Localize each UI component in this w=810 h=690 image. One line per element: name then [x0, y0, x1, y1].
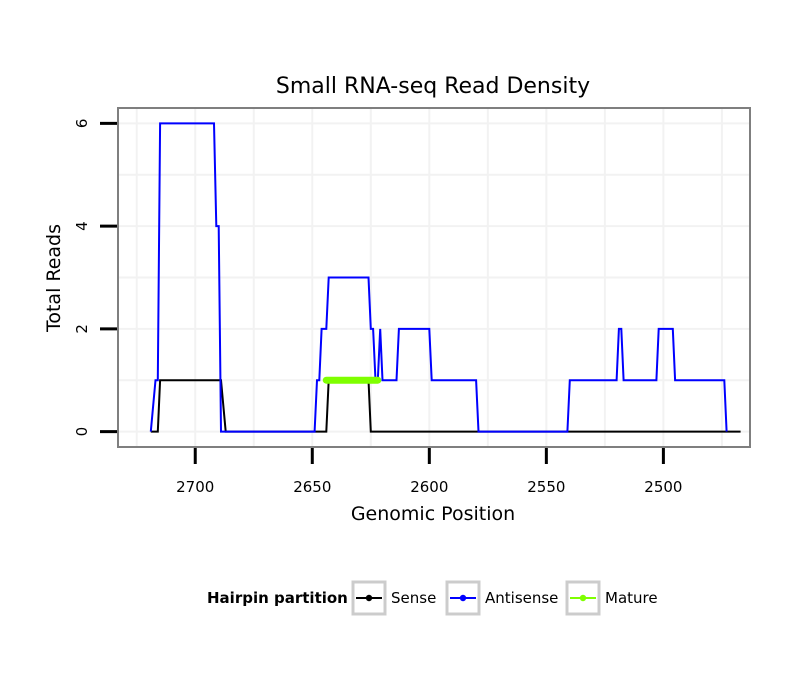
plot-border — [117, 107, 751, 448]
legend-label: Antisense — [485, 589, 558, 607]
legend-key-point — [579, 594, 587, 602]
series-layer — [149, 122, 741, 433]
series-line-antisense — [149, 122, 728, 433]
legend-label: Mature — [605, 589, 658, 607]
x-tick-label: 2700 — [176, 478, 214, 496]
y-axis: 0 2 4 6 — [73, 119, 117, 437]
legend: Hairpin partition Sense Antisense Mature — [207, 580, 658, 616]
chart-title: Small RNA-seq Read Density — [276, 74, 590, 99]
y-tick-label: 4 — [73, 221, 91, 231]
x-axis: 2700 2650 2600 2550 2500 — [176, 448, 682, 496]
x-tick-label: 2550 — [527, 478, 565, 496]
legend-key-point — [459, 594, 467, 602]
x-tick-label: 2500 — [644, 478, 682, 496]
y-tick-label: 6 — [73, 119, 91, 129]
y-tick-label: 0 — [73, 427, 91, 437]
legend-key-point — [365, 594, 373, 602]
legend-title: Hairpin partition — [207, 589, 348, 607]
y-tick-label: 2 — [73, 324, 91, 334]
x-axis-label: Genomic Position — [351, 503, 515, 525]
y-axis-label: Total Reads — [43, 224, 65, 333]
x-tick-label: 2650 — [293, 478, 331, 496]
grid — [118, 108, 750, 447]
legend-label: Sense — [391, 589, 436, 607]
x-tick-label: 2600 — [410, 478, 448, 496]
